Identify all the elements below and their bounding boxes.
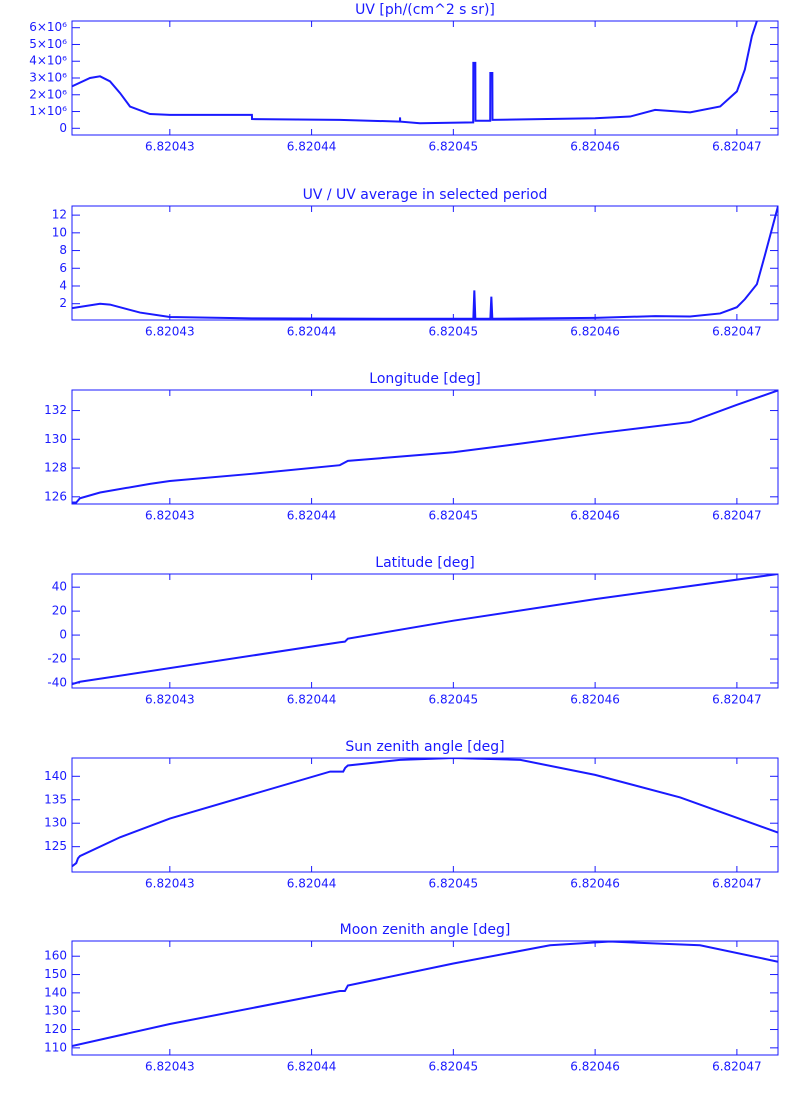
y-tick-label: 4×10⁶: [29, 54, 67, 68]
x-tick-label: 6.82043: [145, 877, 195, 891]
y-tick-label: 2×10⁶: [29, 87, 67, 101]
x-tick-label: 6.82047: [712, 693, 762, 707]
x-tick-label: 6.82044: [287, 509, 337, 523]
y-tick-label: 1×10⁶: [29, 104, 67, 118]
y-tick-label: 132: [44, 403, 67, 417]
x-tick-label: 6.82043: [145, 140, 195, 154]
y-tick-label: 150: [44, 967, 67, 981]
x-tick-label: 6.82045: [429, 325, 479, 339]
y-tick-label: 130: [44, 1004, 67, 1018]
y-tick-label: 160: [44, 949, 67, 963]
y-tick-label: 0: [59, 628, 67, 642]
y-tick-label: 20: [52, 604, 67, 618]
x-tick-label: 6.82047: [712, 509, 762, 523]
x-tick-label: 6.82045: [429, 509, 479, 523]
y-tick-label: 2: [59, 296, 67, 310]
x-tick-label: 6.82046: [570, 1060, 620, 1074]
plot-frame: [71, 573, 779, 689]
x-tick-label: 6.82043: [145, 1060, 195, 1074]
y-tick-label: 4: [59, 278, 67, 292]
x-tick-label: 6.82045: [429, 1060, 479, 1074]
x-tick-label: 6.82043: [145, 325, 195, 339]
x-tick-label: 6.82047: [712, 325, 762, 339]
data-line: [72, 390, 778, 504]
y-tick-label: 8: [59, 243, 67, 257]
y-tick-label: 5×10⁶: [29, 37, 67, 51]
x-tick-label: 6.82044: [287, 325, 337, 339]
x-tick-label: 6.82045: [429, 877, 479, 891]
data-line: [72, 758, 778, 868]
x-tick-label: 6.82043: [145, 509, 195, 523]
x-tick-label: 6.82044: [287, 140, 337, 154]
y-tick-label: 110: [44, 1040, 67, 1054]
chart-title: Moon zenith angle [deg]: [340, 922, 511, 938]
x-tick-label: 6.82044: [287, 1060, 337, 1074]
chart-title: Latitude [deg]: [375, 555, 474, 571]
x-tick-label: 6.82043: [145, 693, 195, 707]
x-tick-label: 6.82046: [570, 325, 620, 339]
plot-frame: [71, 205, 779, 321]
data-line: [72, 21, 758, 125]
x-tick-label: 6.82046: [570, 509, 620, 523]
y-tick-label: 128: [44, 461, 67, 475]
x-tick-label: 6.82044: [287, 693, 337, 707]
plot-frame: [71, 757, 779, 873]
plot-frame: [71, 20, 779, 136]
y-tick-label: 3×10⁶: [29, 71, 67, 85]
x-tick-label: 6.82047: [712, 140, 762, 154]
y-tick-label: 6: [59, 261, 67, 275]
y-tick-label: 140: [44, 985, 67, 999]
x-tick-label: 6.82045: [429, 140, 479, 154]
y-tick-label: 135: [44, 792, 67, 806]
chart-title: UV / UV average in selected period: [303, 187, 548, 203]
data-line: [72, 574, 778, 686]
x-tick-label: 6.82047: [712, 1060, 762, 1074]
plot-frame: [71, 940, 779, 1056]
chart-title: Longitude [deg]: [369, 371, 480, 387]
data-line: [72, 941, 778, 1047]
plot-frame: [71, 389, 779, 505]
x-tick-label: 6.82046: [570, 877, 620, 891]
x-tick-label: 6.82045: [429, 693, 479, 707]
y-tick-label: -40: [47, 675, 67, 689]
y-tick-label: 140: [44, 769, 67, 783]
x-tick-label: 6.82046: [570, 140, 620, 154]
y-tick-label: 126: [44, 489, 67, 503]
x-tick-label: 6.82046: [570, 693, 620, 707]
x-tick-label: 6.82044: [287, 877, 337, 891]
y-tick-label: 0: [59, 121, 67, 135]
y-tick-label: 12: [52, 208, 67, 222]
y-tick-label: 130: [44, 432, 67, 446]
x-tick-label: 6.82047: [712, 877, 762, 891]
data-line: [72, 206, 778, 320]
y-tick-label: 125: [44, 839, 67, 853]
y-tick-label: 40: [52, 580, 67, 594]
chart-title: UV [ph/(cm^2 s sr)]: [355, 2, 495, 18]
y-tick-label: 6×10⁶: [29, 20, 67, 34]
y-tick-label: 130: [44, 816, 67, 830]
chart-title: Sun zenith angle [deg]: [345, 739, 504, 755]
y-tick-label: -20: [47, 652, 67, 666]
y-tick-label: 120: [44, 1022, 67, 1036]
y-tick-label: 10: [52, 225, 67, 239]
